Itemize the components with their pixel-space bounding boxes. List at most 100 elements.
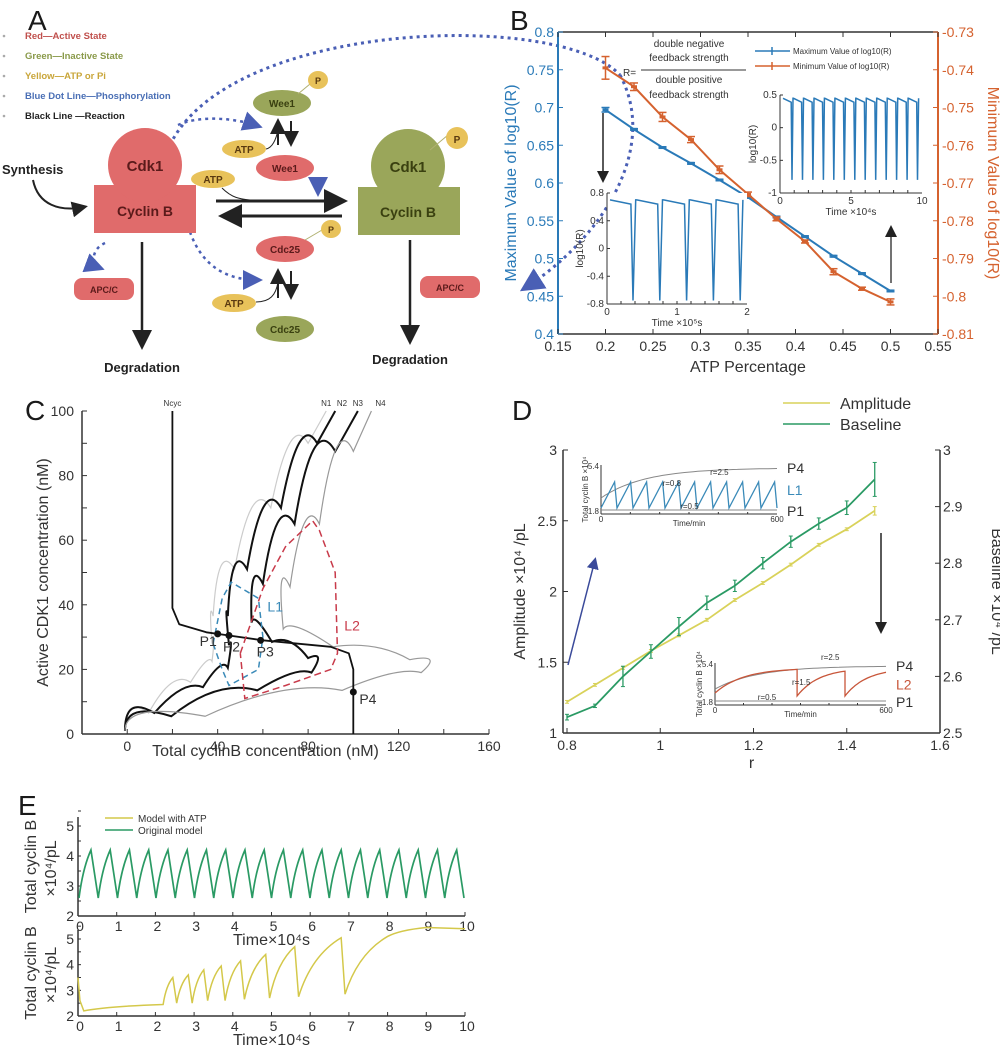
data-point bbox=[859, 272, 865, 276]
apcc-left-label: APC/C bbox=[90, 285, 119, 295]
bottom-y-axis-label: Total cyclin B bbox=[23, 926, 40, 1019]
legend-item-0: Red—Active State bbox=[25, 31, 107, 42]
limit-cycle-l2 bbox=[239, 519, 339, 700]
fixed-point-label: P1 bbox=[200, 633, 217, 649]
data-point bbox=[887, 300, 894, 304]
inset-x-tick-label: 10 bbox=[916, 196, 928, 207]
legend-label-amplitude: Amplitude bbox=[840, 396, 911, 413]
x-tick-label: 0.15 bbox=[544, 338, 571, 354]
x-tick-label: 0.45 bbox=[829, 338, 856, 354]
apcc-left bbox=[74, 278, 134, 300]
top-x-tick-label: 2 bbox=[154, 918, 162, 934]
y2-tick-label: 2.9 bbox=[943, 499, 963, 515]
bottom-x-tick-label: 0 bbox=[76, 1018, 84, 1034]
y-tick-label: 0 bbox=[66, 726, 74, 742]
bottom-x-tick-label: 10 bbox=[459, 1018, 475, 1034]
legend-label: Model with ATP bbox=[138, 814, 207, 825]
fixed-point-label: P3 bbox=[257, 643, 274, 659]
y2-tick-label: -0.75 bbox=[942, 100, 974, 116]
bottom-x-tick-label: 9 bbox=[424, 1018, 432, 1034]
y-tick-label: 80 bbox=[58, 468, 74, 484]
cdc25-active bbox=[256, 236, 314, 262]
phospho-arrow-cdc25 bbox=[188, 231, 263, 290]
bottom-x-axis-label: Time×10⁴s bbox=[233, 1032, 310, 1049]
data-point bbox=[659, 115, 666, 119]
curve-label-ncyc: Ncyc bbox=[164, 399, 182, 408]
fixed-point-p3 bbox=[257, 636, 265, 644]
data-point bbox=[602, 66, 609, 70]
series-line-amplitude bbox=[566, 510, 876, 703]
bottom-x-tick-label: 2 bbox=[154, 1018, 162, 1034]
inset-right-label-p1: P1 bbox=[787, 503, 804, 519]
limit-cycle-l1 bbox=[212, 581, 264, 687]
data-point bbox=[802, 235, 808, 239]
wee1-active bbox=[256, 155, 314, 181]
y2-tick-label: 3 bbox=[943, 442, 951, 458]
y-tick-label: 40 bbox=[58, 597, 74, 613]
inset-x-tick-label: 1 bbox=[674, 307, 680, 318]
x-axis-label: ATP Percentage bbox=[690, 359, 806, 376]
inset-x-tick-label: 0 bbox=[604, 307, 610, 318]
y-tick-label: 0.6 bbox=[535, 175, 555, 191]
data-point bbox=[659, 146, 666, 150]
x-axis-label: r bbox=[749, 755, 755, 772]
bottom-x-tick-label: 1 bbox=[115, 1018, 123, 1034]
inset-y-tick-label: -0.8 bbox=[587, 299, 605, 310]
phosphate-icon bbox=[446, 127, 468, 149]
bottom-y-tick-label: 4 bbox=[66, 957, 74, 973]
series-line-baseline bbox=[566, 478, 876, 719]
inset-right-label-l1: L1 bbox=[787, 482, 803, 498]
inset-x-tick-label: 0 bbox=[777, 196, 783, 207]
legend-bullet-icon bbox=[2, 74, 6, 78]
x-tick-label: 0.55 bbox=[924, 338, 951, 354]
bottom-y-axis-units: ×10⁴/pL bbox=[43, 947, 60, 1003]
y2-tick-label: 2.5 bbox=[943, 725, 963, 741]
bottom-x-tick-label: 3 bbox=[192, 1018, 200, 1034]
top-y-axis-label: Total cyclin B bbox=[23, 820, 40, 913]
y-axis-label: Active CDK1 concentration (nM) bbox=[35, 458, 52, 687]
x-tick-label: 0.25 bbox=[639, 338, 666, 354]
data-point bbox=[602, 108, 609, 112]
top-x-tick-label: 8 bbox=[386, 918, 394, 934]
arrow-to-top-inset bbox=[567, 557, 599, 666]
cdc25-p-link bbox=[304, 229, 323, 241]
nullcline-n4 bbox=[124, 410, 431, 731]
inset-top-right: -1 -0.5 0 0.5 0 5 10 Time ×10⁴s log10(R) bbox=[748, 90, 928, 218]
y-tick-label: 0.8 bbox=[535, 24, 555, 40]
label-l1: L1 bbox=[267, 598, 283, 614]
bottom-y-tick-label: 2 bbox=[66, 1008, 74, 1024]
y2-tick-label: -0.81 bbox=[942, 326, 974, 342]
bottom-y-tick-label: 5 bbox=[66, 931, 74, 947]
inset-ymin: 1.8 bbox=[588, 507, 600, 516]
top-x-tick-label: 10 bbox=[459, 918, 475, 934]
active-cdk1-label: Cdk1 bbox=[127, 158, 164, 175]
legend-label: Minimum Value of log10(R) bbox=[793, 62, 890, 71]
legend-item-2: Yellow—ATP or Pi bbox=[25, 71, 106, 82]
bottom-x-tick-label: 5 bbox=[270, 1018, 278, 1034]
x-tick-label: 1.6 bbox=[930, 737, 950, 753]
x-tick-label: 120 bbox=[387, 738, 411, 754]
y-tick-label: 0.7 bbox=[535, 100, 555, 116]
y2-tick-label: 2.7 bbox=[943, 612, 963, 628]
inset-y-label: Total cyclin B ×10⁴ bbox=[695, 650, 704, 716]
wee1-phosphate-label: P bbox=[315, 76, 321, 86]
fixed-point-p4 bbox=[349, 688, 357, 696]
cdc25-phosphate-icon bbox=[321, 220, 341, 238]
legend-item-1: Green—Inactive State bbox=[25, 51, 123, 62]
top-x-tick-label: 9 bbox=[424, 918, 432, 934]
bottom-x-tick-label: 7 bbox=[347, 1018, 355, 1034]
bottom-x-tick-label: 8 bbox=[386, 1018, 394, 1034]
x-tick-label: 0.35 bbox=[734, 338, 761, 354]
cdc25-inactive-label: Cdc25 bbox=[270, 325, 300, 336]
data-point bbox=[631, 85, 637, 89]
fixed-point-p1 bbox=[214, 630, 222, 638]
wee1-atp-label: ATP bbox=[234, 145, 254, 156]
panel-letter-e: E bbox=[18, 790, 37, 821]
cdc25-atp-link bbox=[255, 281, 279, 303]
y-tick-label: 3 bbox=[549, 442, 557, 458]
bottom-x-tick-label: 6 bbox=[308, 1018, 316, 1034]
data-point bbox=[830, 270, 837, 274]
x-tick-label: 0.8 bbox=[557, 737, 577, 753]
inset-y-tick-label: 0 bbox=[771, 123, 777, 134]
inset-x-tick-label: 5 bbox=[848, 196, 854, 207]
